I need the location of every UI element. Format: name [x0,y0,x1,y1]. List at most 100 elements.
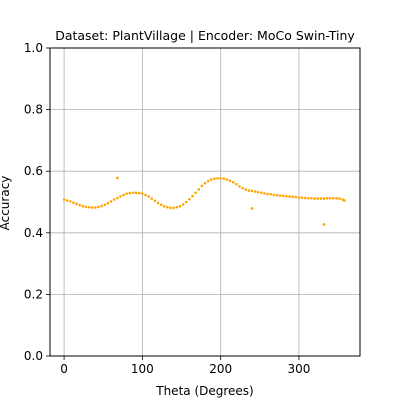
data-points [62,176,346,226]
data-point [65,199,69,202]
x-tick-label: 300 [287,362,310,376]
data-point [328,197,332,200]
data-point [235,182,238,186]
data-point [172,206,175,210]
data-point [291,195,294,199]
data-point [275,193,279,197]
data-point [319,197,323,200]
data-point [116,196,119,200]
data-point [166,205,169,209]
data-point [147,195,150,198]
data-point [322,223,326,226]
data-point [150,197,154,200]
data-point [206,179,210,183]
data-point [128,191,132,195]
data-point [278,194,282,197]
data-point [81,205,85,208]
data-point [285,194,288,198]
data-point [338,197,341,200]
data-point [238,184,241,188]
data-point [272,193,276,197]
y-tick-label: 0.2 [24,287,43,301]
data-point [297,196,301,199]
data-point [256,190,260,194]
data-point [144,193,147,197]
data-point [332,197,335,200]
data-point [316,197,320,200]
data-point [169,206,172,210]
data-point [213,177,216,180]
data-point [62,198,66,201]
data-point [253,190,257,193]
data-point [231,180,235,184]
data-point [247,189,251,192]
data-point [263,192,266,195]
data-point [159,203,163,207]
data-point [203,181,207,185]
y-tick-label: 0.8 [24,103,43,117]
data-point [141,192,144,195]
data-point [322,197,326,200]
y-tick-label: 0.6 [24,164,43,178]
data-point [78,203,82,207]
data-point [188,197,191,201]
data-point [69,200,72,203]
data-point [116,176,119,180]
data-point [300,196,304,199]
data-point [191,194,194,198]
axis-ticks: 0 100 200 300 0.0 0.2 0.4 0.6 0.8 1.0 [24,41,310,376]
data-point [84,205,88,209]
data-point [294,195,298,199]
data-point [325,197,329,200]
data-point [134,191,138,195]
data-point [209,178,213,181]
y-tick-label: 1.0 [24,41,43,55]
data-point [281,194,285,198]
data-point [162,205,166,208]
data-point [216,176,219,180]
data-point [90,206,94,209]
data-point [100,204,103,208]
data-point [122,193,125,197]
data-point [303,196,307,200]
data-point [94,206,97,209]
data-point [250,189,254,193]
data-point [175,205,179,209]
data-point [97,205,100,209]
data-point [260,191,263,195]
data-point [119,195,122,198]
data-point [335,197,338,200]
data-point [222,177,226,180]
x-tick-label: 100 [131,362,154,376]
x-axis-label: Theta (Degrees) [155,384,253,398]
data-point [197,188,201,191]
data-point [184,200,188,204]
y-tick-label: 0.0 [24,349,43,363]
data-point [244,188,248,191]
data-point [307,197,310,200]
data-point [103,203,107,207]
x-tick-label: 0 [60,362,68,376]
data-point [343,199,346,202]
y-axis-label: Accuracy [0,176,12,231]
data-point [219,176,222,180]
data-point [225,178,229,181]
data-point [153,199,157,203]
chart-title: Dataset: PlantVillage | Encoder: MoCo Sw… [55,28,355,43]
data-point [194,191,197,195]
data-point [241,186,244,190]
data-point [269,193,273,196]
y-tick-label: 0.4 [24,226,43,240]
data-point [87,205,91,209]
data-point [228,179,232,183]
data-point [72,201,75,204]
data-point [250,207,254,210]
data-point [200,184,204,188]
data-point [181,203,185,206]
data-point [109,200,113,203]
data-point [106,201,110,205]
x-tick-label: 200 [209,362,232,376]
data-point [125,192,129,195]
